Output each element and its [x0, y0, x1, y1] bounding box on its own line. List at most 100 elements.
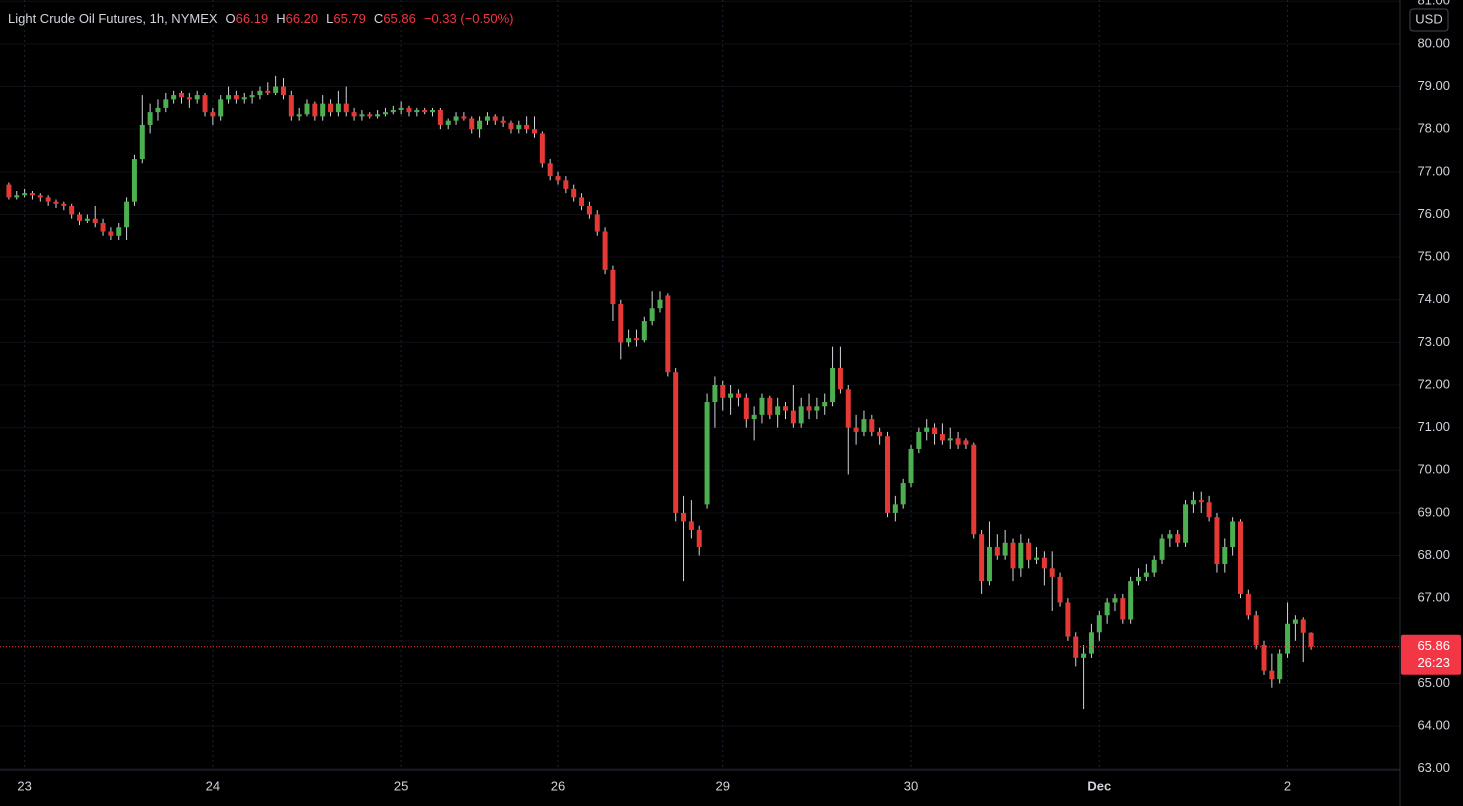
candle-body [1151, 559, 1157, 573]
candle-body [1088, 632, 1094, 654]
candle-body [743, 397, 749, 420]
candle-body [1261, 645, 1267, 671]
y-tick-label: 74.00 [1417, 291, 1450, 306]
candle-body [194, 95, 200, 100]
candle-body [555, 176, 561, 181]
candle-body [320, 103, 326, 117]
open-label: O [226, 11, 236, 26]
candle-body [477, 120, 483, 130]
candle-body [1300, 619, 1306, 633]
candle-body [312, 103, 318, 117]
candle-body [649, 308, 655, 322]
candle-body [257, 90, 263, 96]
candle-body [22, 193, 28, 196]
candle-body [884, 436, 890, 513]
candle-body [626, 338, 632, 343]
candle-body [994, 547, 1000, 556]
candle-body [579, 197, 585, 206]
candle-body [735, 393, 741, 398]
candle-body [84, 218, 90, 221]
candle-body [1073, 636, 1079, 658]
high-value: 66.20 [286, 11, 319, 26]
candle-body [1128, 581, 1134, 620]
candle-body [273, 86, 279, 93]
candles [0, 75, 1400, 710]
candle-body [6, 184, 12, 198]
candle-body [618, 303, 624, 343]
candle-body [516, 124, 522, 130]
candle-body [445, 120, 451, 125]
candle-body [783, 406, 789, 411]
y-tick-label: 76.00 [1417, 206, 1450, 221]
candle-body [837, 367, 843, 390]
candle-body [508, 122, 514, 130]
candle-body [775, 406, 781, 415]
candle-body [547, 163, 553, 177]
candle-body [328, 103, 334, 113]
candle-body [92, 218, 98, 223]
candle-body [822, 402, 828, 407]
y-tick-label: 78.00 [1417, 121, 1450, 136]
candle-body [1104, 602, 1110, 616]
candle-body [712, 385, 718, 403]
candle-body [1034, 557, 1040, 560]
candle-body [657, 299, 663, 309]
candle-body [437, 110, 443, 125]
candle-body [1277, 653, 1283, 680]
candle-body [932, 427, 938, 435]
candle-body [45, 197, 51, 202]
candle-body [1253, 615, 1259, 646]
candle-body [69, 205, 75, 215]
x-tick-label: 24 [206, 778, 220, 793]
candle-body [790, 410, 796, 424]
candle-body [37, 195, 43, 198]
candle-body [1183, 504, 1189, 543]
low-value: 65.79 [333, 11, 366, 26]
y-tick-label: 80.00 [1417, 35, 1450, 50]
x-tick-label: 29 [716, 778, 730, 793]
candle-body [186, 97, 192, 100]
open-value: 66.19 [236, 11, 269, 26]
candle-body [908, 448, 914, 484]
countdown-label: 26:23 [1417, 655, 1450, 670]
y-tick-label: 81.00 [1417, 0, 1450, 8]
legend: Light Crude Oil Futures, 1h, NYMEX O66.19… [8, 11, 513, 26]
candle-body [986, 547, 992, 582]
candle-body [1002, 542, 1008, 556]
candle-body [492, 116, 498, 121]
candle-body [422, 110, 428, 113]
candle-body [947, 438, 953, 441]
candle-body [751, 414, 757, 420]
currency-label[interactable]: USD [1415, 11, 1442, 26]
candle-body [116, 227, 122, 236]
candle-body [892, 504, 898, 513]
y-tick-label: 70.00 [1417, 462, 1450, 477]
y-tick-label: 67.00 [1417, 590, 1450, 605]
candle-body [1308, 632, 1314, 647]
candle-body [594, 214, 600, 232]
candle-body [53, 201, 59, 204]
last-price-box [1401, 634, 1461, 675]
candle-body [681, 512, 687, 522]
candle-body [500, 120, 506, 123]
candle-body [1206, 502, 1212, 518]
candle-body [1120, 598, 1126, 620]
candle-body [430, 110, 436, 113]
currency-button[interactable] [1409, 8, 1449, 32]
candle-body [610, 269, 616, 304]
candle-body [861, 419, 867, 432]
candle-body [139, 124, 145, 160]
candle-body [728, 393, 734, 398]
y-tick-label: 63.00 [1417, 760, 1450, 775]
candle-body [390, 110, 396, 113]
y-tick-label: 64.00 [1417, 718, 1450, 733]
candle-body [877, 431, 883, 437]
candle-body [665, 295, 671, 373]
candle-body [469, 118, 475, 130]
x-tick-label: Dec [1087, 778, 1111, 793]
candle-body [1112, 598, 1118, 603]
candle-body [398, 107, 404, 110]
candle-body [563, 180, 569, 189]
candle-body [304, 103, 310, 115]
candle-body [979, 534, 985, 582]
